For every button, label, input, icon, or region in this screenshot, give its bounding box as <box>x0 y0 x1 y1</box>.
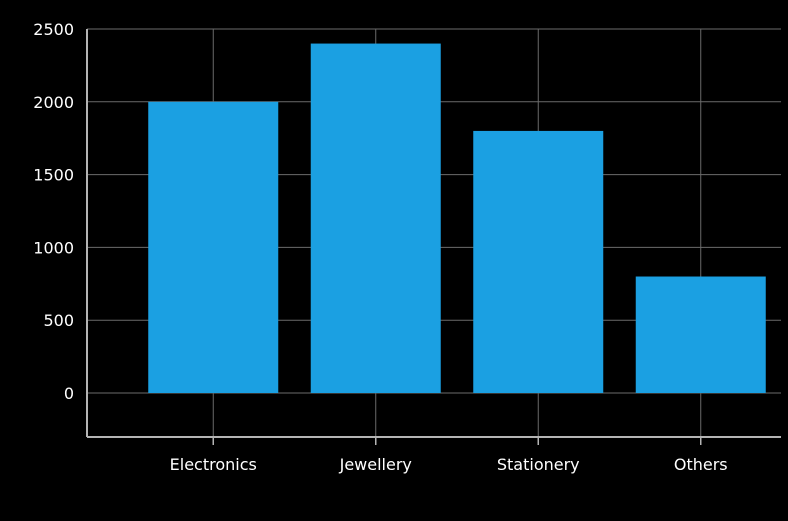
y-tick-labels: 0 500 1000 1500 2000 2500 <box>33 20 74 403</box>
y-tick-label: 1000 <box>33 238 74 257</box>
y-tick-label: 0 <box>64 384 74 403</box>
y-tick-label: 500 <box>43 311 74 330</box>
bar-others <box>635 276 766 393</box>
x-tick-labels: Electronics Jewellery Stationery Others <box>170 437 728 474</box>
y-tick-label: 1500 <box>33 166 74 185</box>
x-tick-label: Others <box>674 455 728 474</box>
axes <box>86 29 781 438</box>
x-gridlines <box>212 29 702 437</box>
x-tick-label: Jewellery <box>339 455 412 474</box>
bar-electronics <box>148 101 279 394</box>
bar-jewellery <box>310 43 441 394</box>
bars <box>148 43 766 394</box>
x-tick-label: Stationery <box>497 455 580 474</box>
x-tick-label: Electronics <box>170 455 257 474</box>
bar-stationery <box>473 130 604 394</box>
y-tick-label: 2000 <box>33 93 74 112</box>
y-tick-label: 2500 <box>33 20 74 39</box>
